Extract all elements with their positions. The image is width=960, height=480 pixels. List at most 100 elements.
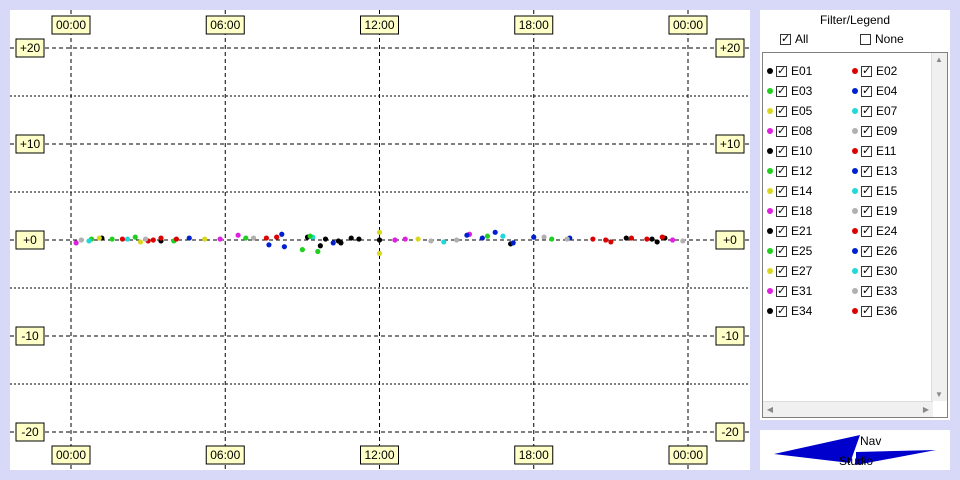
- legend-item-label: E14: [791, 184, 813, 198]
- data-point-e02: [119, 236, 126, 242]
- legend-checkbox[interactable]: ✓: [776, 124, 787, 137]
- data-point-e04: [279, 231, 285, 237]
- data-point-e03: [549, 236, 555, 242]
- data-point-e01: [649, 236, 655, 242]
- legend-item-e09[interactable]: ✓ E09: [852, 123, 897, 139]
- legend-item-e21[interactable]: ✓ E21: [767, 223, 812, 239]
- legend-checkbox[interactable]: ✓: [861, 164, 872, 177]
- nav-studio-logo[interactable]: Nav Studio: [760, 430, 950, 470]
- scroll-left-arrow-icon[interactable]: ◀: [766, 405, 774, 414]
- y-tick-label-right-box: [715, 230, 745, 250]
- legend-item-label: E27: [791, 264, 813, 278]
- y-tick-label-left-box: [15, 326, 45, 346]
- horizontal-scrollbar[interactable]: ◀ ▶: [763, 401, 933, 417]
- scroll-down-arrow-icon[interactable]: ▼: [935, 390, 943, 399]
- legend-checkbox[interactable]: ✓: [776, 244, 787, 257]
- x-tick-label-bottom: 00:00: [56, 448, 86, 462]
- legend-color-dot-icon: [852, 108, 858, 114]
- data-point-e08: [669, 237, 676, 243]
- data-point-e05: [96, 235, 102, 241]
- data-point-e09: [680, 238, 686, 244]
- legend-item-e08[interactable]: ✓ E08: [767, 123, 812, 139]
- legend-checkbox[interactable]: ✓: [776, 204, 787, 217]
- legend-item-e24[interactable]: ✓ E24: [852, 223, 897, 239]
- x-tick-label-bottom-box: [668, 445, 708, 465]
- legend-item-e10[interactable]: ✓ E10: [767, 143, 812, 159]
- legend-panel: Filter/Legend ✓ All None ✓ E01 ✓ E02 ✓ E03 ✓ E0…: [760, 10, 950, 420]
- scroll-up-arrow-icon[interactable]: ▲: [935, 55, 943, 64]
- legend-checkbox[interactable]: ✓: [861, 124, 872, 137]
- legend-checkbox[interactable]: ✓: [776, 84, 787, 97]
- select-all-checkbox[interactable]: ✓ All: [780, 32, 808, 46]
- legend-item-label: E08: [791, 124, 813, 138]
- legend-item-e01[interactable]: ✓ E01: [767, 63, 812, 79]
- legend-checkbox[interactable]: ✓: [776, 284, 787, 297]
- legend-item-e18[interactable]: ✓ E18: [767, 203, 812, 219]
- legend-checkbox[interactable]: ✓: [861, 244, 872, 257]
- legend-item-e13[interactable]: ✓ E13: [852, 163, 897, 179]
- x-tick-label-top: 00:00: [673, 18, 703, 32]
- vertical-scrollbar[interactable]: ▲ ▼: [931, 53, 947, 401]
- data-point-e07: [124, 236, 131, 242]
- legend-checkbox[interactable]: ✓: [861, 104, 872, 117]
- legend-checkbox[interactable]: ✓: [861, 184, 872, 197]
- legend-item-e33[interactable]: ✓ E33: [852, 283, 897, 299]
- legend-item-e15[interactable]: ✓ E15: [852, 183, 897, 199]
- legend-checkbox[interactable]: ✓: [861, 64, 872, 77]
- legend-item-e19[interactable]: ✓ E19: [852, 203, 897, 219]
- legend-item-e02[interactable]: ✓ E02: [852, 63, 897, 79]
- legend-checkbox[interactable]: ✓: [776, 264, 787, 277]
- legend-color-dot-icon: [852, 288, 858, 294]
- legend-item-label: E05: [791, 104, 813, 118]
- x-tick-label-bottom-box: [360, 445, 399, 465]
- scroll-right-arrow-icon[interactable]: ▶: [922, 405, 930, 414]
- legend-item-e27[interactable]: ✓ E27: [767, 263, 812, 279]
- legend-item-e31[interactable]: ✓ E31: [767, 283, 812, 299]
- legend-item-e05[interactable]: ✓ E05: [767, 103, 812, 119]
- legend-list[interactable]: ✓ E01 ✓ E02 ✓ E03 ✓ E04 ✓ E05 ✓ E07 ✓ E08 ✓ E09 ✓ E10 ✓ E11…: [762, 52, 948, 418]
- legend-item-e30[interactable]: ✓ E30: [852, 263, 897, 279]
- legend-checkbox[interactable]: ✓: [861, 224, 872, 237]
- legend-checkbox[interactable]: ✓: [776, 104, 787, 117]
- legend-checkbox[interactable]: ✓: [776, 184, 787, 197]
- y-tick-label-right: -10: [721, 329, 739, 343]
- legend-checkbox[interactable]: ✓: [861, 304, 872, 317]
- legend-color-dot-icon: [767, 228, 773, 234]
- legend-item-e34[interactable]: ✓ E34: [767, 303, 812, 319]
- data-point-e11: [173, 236, 180, 242]
- legend-color-dot-icon: [852, 128, 858, 134]
- legend-checkbox[interactable]: ✓: [861, 204, 872, 217]
- legend-item-e12[interactable]: ✓ E12: [767, 163, 812, 179]
- none-label: None: [875, 32, 904, 46]
- y-tick-label-left-box: [15, 230, 45, 250]
- legend-checkbox[interactable]: ✓: [861, 144, 872, 157]
- all-checkbox-box[interactable]: ✓: [780, 32, 791, 45]
- legend-item-e36[interactable]: ✓ E36: [852, 303, 897, 319]
- y-tick-label-left: +10: [20, 137, 41, 151]
- legend-checkbox[interactable]: ✓: [861, 284, 872, 297]
- legend-checkbox[interactable]: ✓: [776, 224, 787, 237]
- legend-item-label: E09: [876, 124, 898, 138]
- legend-checkbox[interactable]: ✓: [776, 304, 787, 317]
- data-point-e08: [402, 236, 408, 242]
- legend-checkbox[interactable]: ✓: [861, 84, 872, 97]
- legend-checkbox[interactable]: ✓: [776, 164, 787, 177]
- legend-checkbox[interactable]: ✓: [776, 64, 787, 77]
- legend-item-e07[interactable]: ✓ E07: [852, 103, 897, 119]
- legend-item-e04[interactable]: ✓ E04: [852, 83, 897, 99]
- data-point-e05: [137, 239, 144, 245]
- chart-panel: 00:00 00:00 06:00 06:00 12:00 12:00 18:00 18:00…: [10, 10, 750, 470]
- legend-item-e26[interactable]: ✓ E26: [852, 243, 897, 259]
- none-checkbox-box[interactable]: [860, 33, 871, 45]
- legend-checkbox[interactable]: ✓: [861, 264, 872, 277]
- legend-checkbox[interactable]: ✓: [776, 144, 787, 157]
- legend-item-e25[interactable]: ✓ E25: [767, 243, 812, 259]
- select-none-checkbox[interactable]: None: [860, 32, 904, 46]
- legend-item-e03[interactable]: ✓ E03: [767, 83, 812, 99]
- data-point-e03: [315, 248, 321, 255]
- y-tick-label-left: -20: [21, 425, 39, 439]
- legend-item-label: E34: [791, 304, 813, 318]
- data-point-e07: [500, 233, 506, 239]
- legend-item-e11[interactable]: ✓ E11: [852, 143, 896, 159]
- legend-item-e14[interactable]: ✓ E14: [767, 183, 812, 199]
